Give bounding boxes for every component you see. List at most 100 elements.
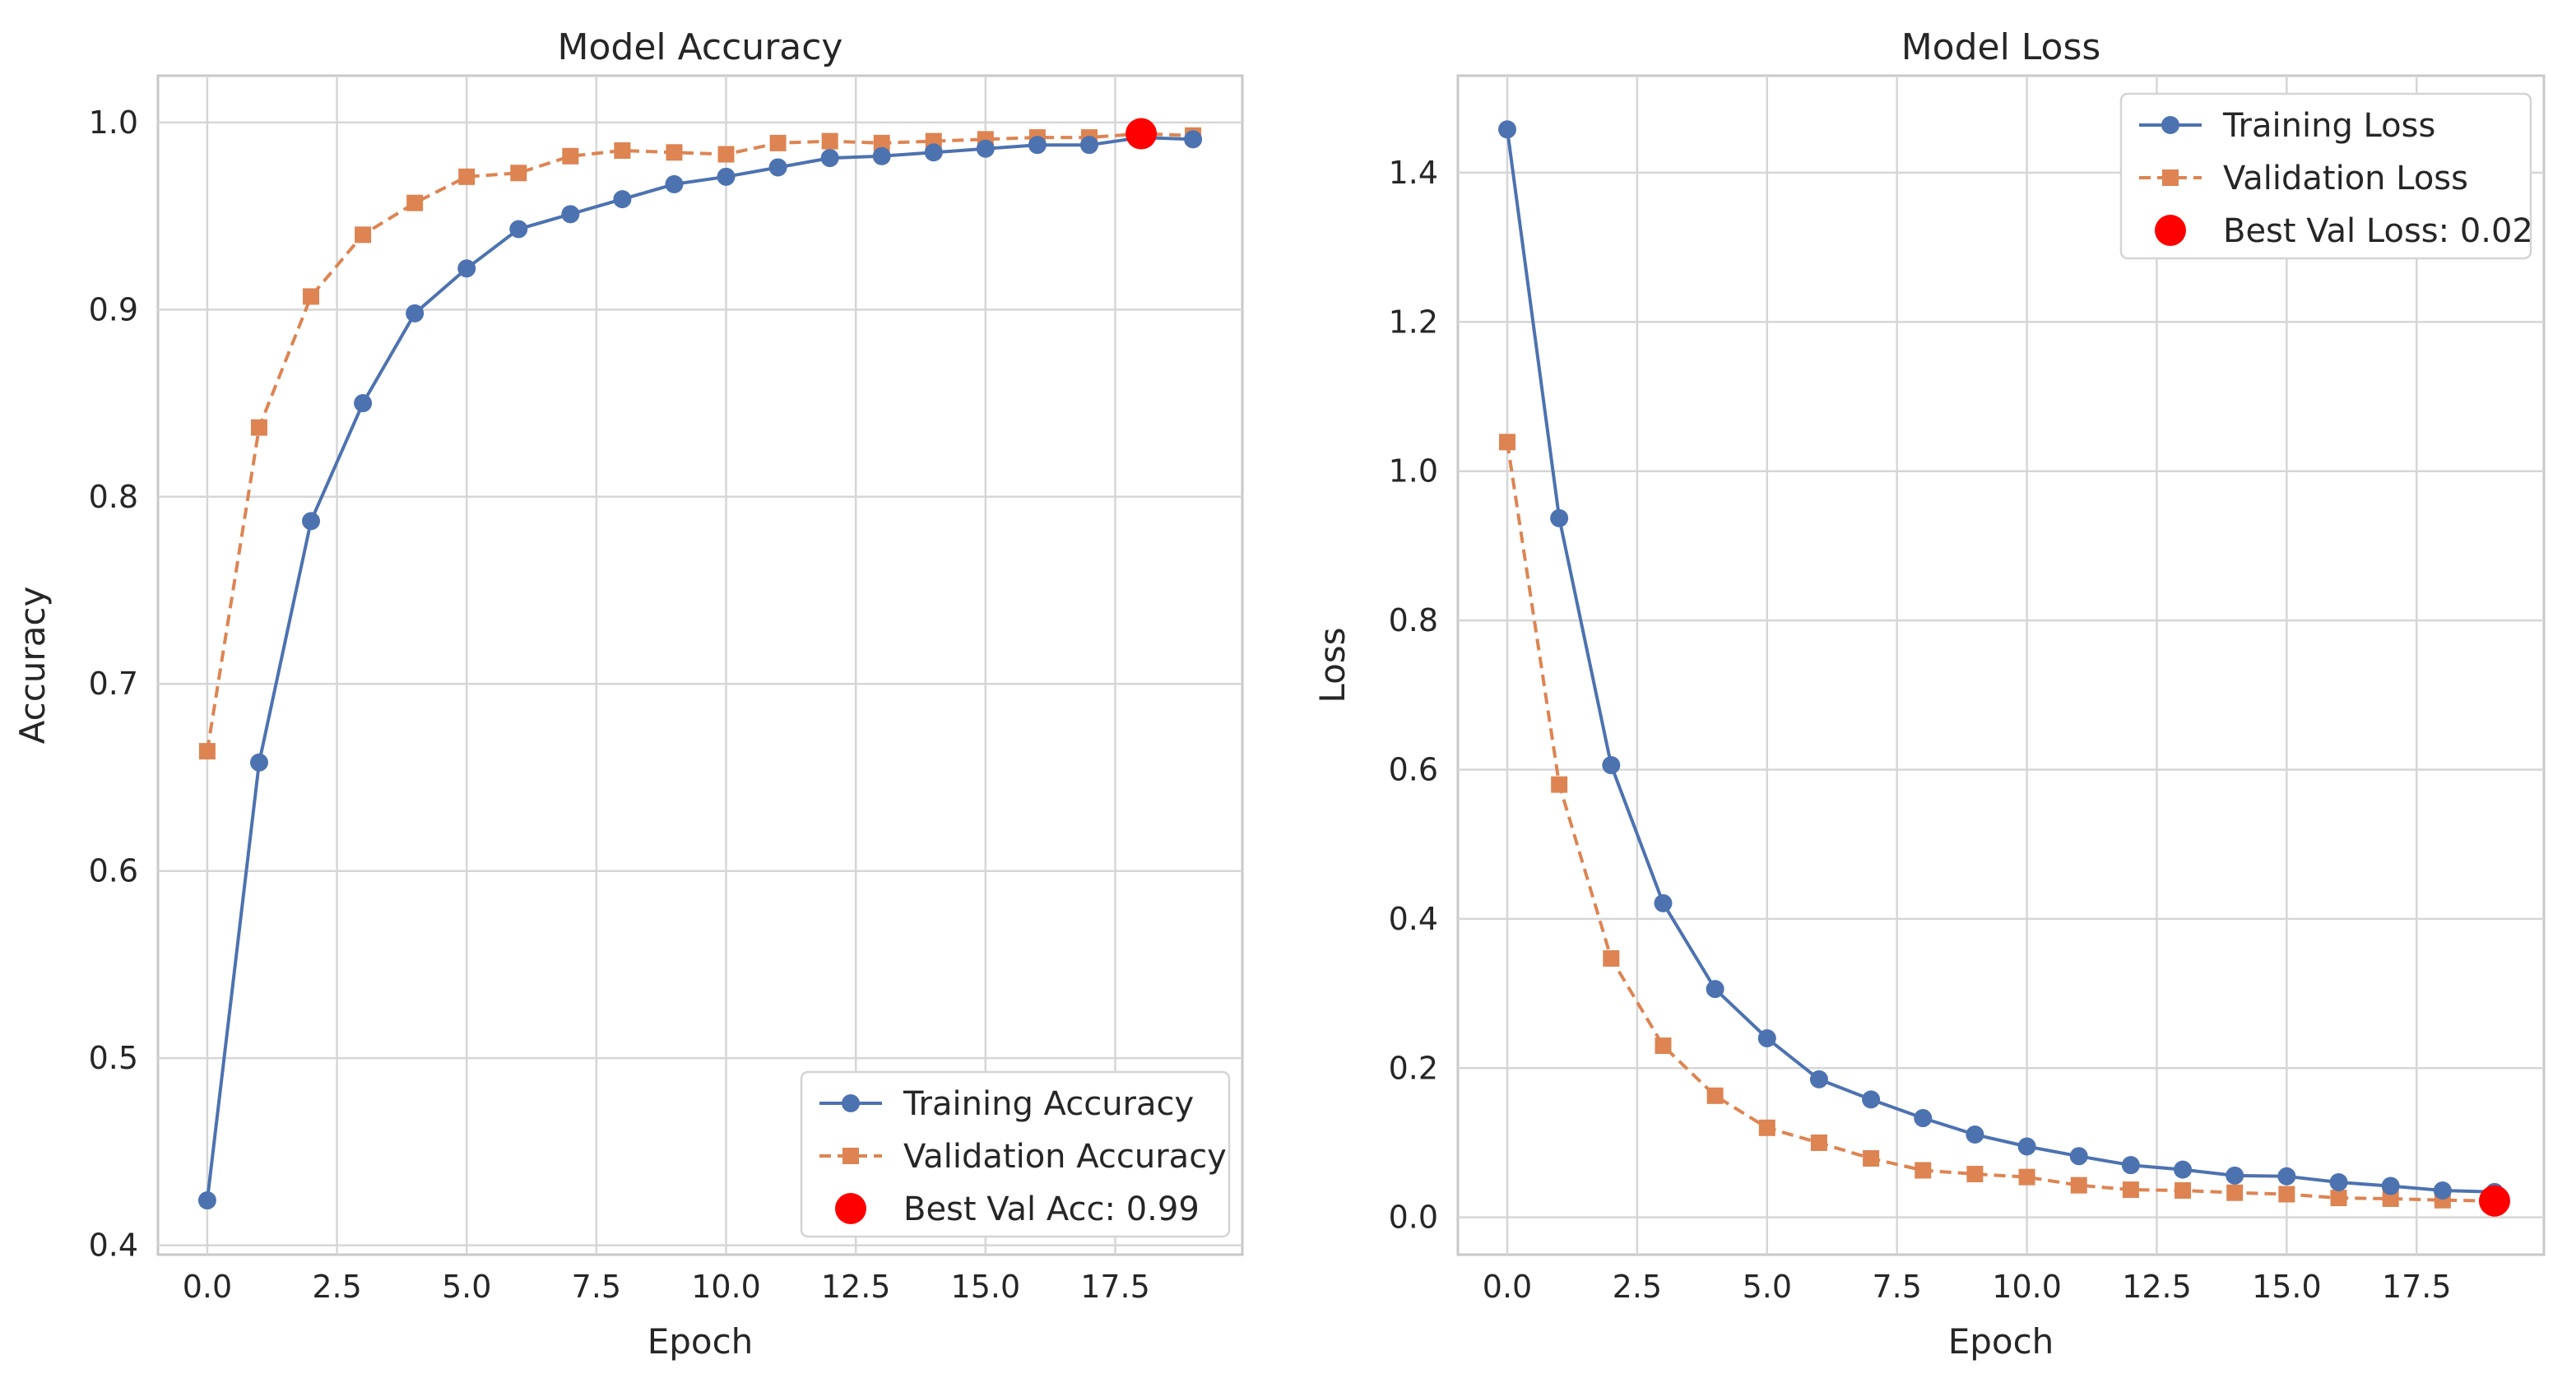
legend-label: Best Val Acc: 0.99 [903, 1190, 1200, 1228]
data-point-circle [1914, 1109, 1933, 1128]
data-point-square [1499, 434, 1515, 451]
data-point-circle [302, 512, 321, 531]
data-point-circle [1809, 1070, 1828, 1088]
data-point-circle [768, 158, 787, 177]
series-validation-accuracy [198, 125, 1202, 760]
data-point-circle [665, 174, 684, 193]
data-point-circle [1966, 1125, 1984, 1144]
data-point-square [666, 144, 683, 161]
legend-swatch-best-point [2155, 215, 2186, 246]
x-tick-label: 7.5 [1872, 1269, 1921, 1305]
x-axis-label: Epoch [1948, 1321, 2054, 1362]
x-tick-label: 12.5 [2122, 1269, 2192, 1305]
y-tick-label: 1.0 [1389, 453, 1438, 490]
x-tick-label: 0.0 [183, 1269, 232, 1305]
data-point-circle [924, 143, 943, 162]
legend-swatch-best-point [835, 1193, 866, 1224]
x-tick-label: 5.0 [442, 1269, 491, 1305]
legend-swatch-circle [842, 1094, 860, 1112]
data-point-square [198, 743, 216, 760]
data-point-square [406, 194, 424, 211]
data-point-circle [1862, 1090, 1881, 1109]
y-tick-label: 0.8 [89, 479, 138, 515]
data-point-square [1966, 1166, 1984, 1183]
x-tick-label: 10.0 [1992, 1269, 2062, 1305]
data-point-circle [1654, 893, 1673, 912]
x-tick-label: 0.0 [1483, 1269, 1532, 1305]
data-point-circle [1184, 130, 1203, 149]
data-point-square [2330, 1190, 2347, 1207]
data-point-circle [197, 1191, 216, 1210]
data-point-circle [406, 304, 425, 323]
y-tick-label: 1.0 [89, 104, 138, 141]
x-tick-label: 15.0 [2252, 1269, 2322, 1305]
data-point-square [873, 134, 890, 151]
y-tick-label: 0.0 [1389, 1200, 1438, 1236]
data-point-square [2226, 1184, 2244, 1201]
x-tick-label: 17.5 [1080, 1269, 1150, 1305]
data-point-circle [561, 205, 580, 224]
legend-label: Training Accuracy [903, 1085, 1194, 1123]
data-point-circle [2381, 1176, 2400, 1195]
data-point-circle [976, 139, 995, 158]
data-point-square [2018, 1168, 2035, 1186]
y-tick-label: 0.4 [89, 1228, 138, 1264]
x-tick-label: 10.0 [691, 1269, 761, 1305]
legend-label: Validation Accuracy [903, 1138, 1227, 1176]
data-point-square [1810, 1134, 1827, 1151]
x-axis-label: Epoch [647, 1321, 754, 1362]
chart-accuracy: 0.0 2.5 5.0 7.5 10.0 12.5 15.0 17.5 0.4 0.5 0.6 0.7… [12, 26, 1244, 1362]
data-point-circle [1498, 120, 1516, 139]
series-training-loss [1498, 120, 2504, 1201]
data-point-circle [1757, 1028, 1776, 1047]
data-point-square [2070, 1176, 2087, 1194]
data-point-circle [1550, 508, 1569, 527]
data-point-square [458, 168, 476, 185]
data-point-square [614, 142, 631, 159]
y-tick-label: 0.4 [1389, 901, 1438, 937]
data-point-square [769, 134, 787, 151]
best-point-marker [2479, 1185, 2510, 1217]
data-point-circle [2017, 1137, 2036, 1156]
x-tick-label: 7.5 [572, 1269, 621, 1305]
x-tick-label: 5.0 [1743, 1269, 1792, 1305]
legend-swatch-circle [2161, 116, 2179, 134]
plot-area [1456, 74, 2546, 1256]
series-line [205, 132, 1194, 752]
data-point-circle [2069, 1147, 2088, 1166]
data-point-circle [1028, 136, 1047, 155]
data-point-circle [1079, 136, 1098, 155]
y-tick-label: 0.8 [1389, 602, 1438, 638]
y-tick-label: 0.7 [89, 666, 138, 702]
y-axis-label: Loss [1312, 627, 1353, 703]
data-point-square [303, 288, 320, 305]
data-point-circle [1602, 756, 1621, 775]
y-axis-label: Accuracy [12, 587, 53, 745]
data-point-circle [2226, 1166, 2244, 1185]
legend: Training Loss Validation Loss Best Val Los… [2119, 92, 2533, 260]
y-tick-label: 1.4 [1389, 155, 1438, 191]
x-tick-label: 2.5 [312, 1269, 361, 1305]
chart-title: Model Loss [1901, 26, 2101, 68]
data-point-square [250, 419, 267, 436]
data-point-square [717, 146, 735, 163]
data-point-square [562, 147, 579, 165]
data-point-circle [2277, 1167, 2296, 1186]
data-point-square [1603, 949, 1620, 967]
data-point-square [1915, 1162, 1932, 1179]
data-point-square [1655, 1037, 1672, 1055]
data-point-square [510, 165, 527, 182]
data-point-circle [2174, 1160, 2193, 1179]
data-point-square [2122, 1181, 2139, 1199]
chart-title: Model Accuracy [558, 26, 843, 68]
data-point-circle [2329, 1173, 2348, 1192]
x-tick-label: 15.0 [951, 1269, 1021, 1305]
y-tick-label: 0.6 [1389, 751, 1438, 787]
data-point-circle [2121, 1156, 2140, 1175]
data-point-circle [2433, 1181, 2452, 1200]
data-point-square [2382, 1190, 2399, 1207]
chart-loss: 0.0 2.5 5.0 7.5 10.0 12.5 15.0 17.5 0.0 0.2 0.4 0.6… [1312, 26, 2546, 1362]
y-tick-label: 1.2 [1389, 304, 1438, 340]
x-tick-label: 12.5 [821, 1269, 891, 1305]
y-tick-label: 0.5 [89, 1040, 138, 1076]
